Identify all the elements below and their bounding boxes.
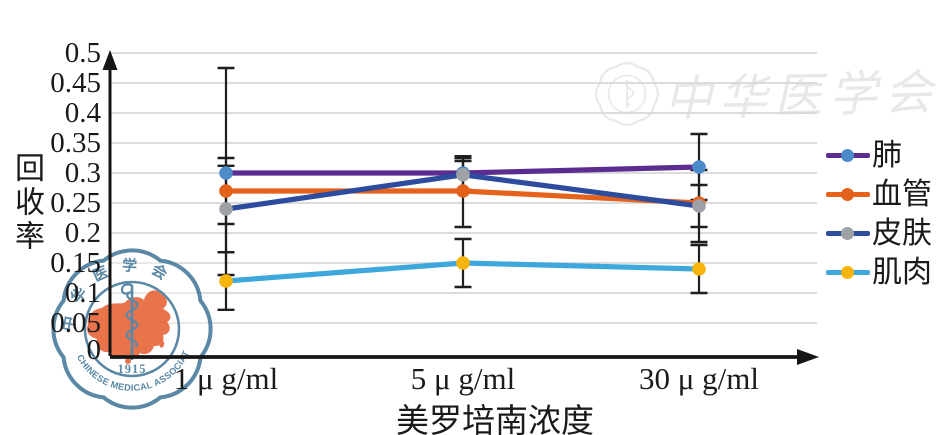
data-point-marker xyxy=(456,168,470,182)
x-tick-label: 5 μ g/ml xyxy=(410,361,516,396)
legend-item: 肌肉 xyxy=(826,253,932,292)
data-point-marker xyxy=(692,160,706,174)
legend-swatch xyxy=(826,227,870,240)
taiwan-island xyxy=(159,340,165,348)
faint-seal-watermark xyxy=(595,62,659,126)
y-tick-label: 0.05 xyxy=(50,307,101,339)
y-tick-label: 0.15 xyxy=(50,247,101,279)
legend-marker-dot xyxy=(841,149,854,162)
legend-label: 皮肤 xyxy=(872,216,932,250)
legend-marker-dot xyxy=(841,266,854,279)
y-axis-arrowhead xyxy=(102,50,118,70)
china-map xyxy=(87,290,171,359)
y-tick-label: 0.3 xyxy=(64,157,101,189)
legend: 肺 血管 皮肤 肌肉 xyxy=(826,136,932,292)
data-point-marker xyxy=(692,262,706,276)
y-axis-title: 回收率 xyxy=(10,152,43,254)
legend-item: 肺 xyxy=(826,136,932,175)
data-point-marker xyxy=(456,256,470,270)
legend-item: 血管 xyxy=(826,175,932,214)
y-tick-label: 0.1 xyxy=(64,277,101,309)
legend-swatch xyxy=(826,149,870,162)
series-markers xyxy=(219,160,706,288)
legend-item: 皮肤 xyxy=(826,214,932,253)
legend-label: 血管 xyxy=(872,177,932,211)
y-tick-label: 0.4 xyxy=(64,97,101,129)
legend-swatch xyxy=(826,266,870,279)
data-point-marker xyxy=(219,274,233,288)
legend-swatch xyxy=(826,188,870,201)
legend-marker-dot xyxy=(841,188,854,201)
data-point-marker xyxy=(456,184,470,198)
legend-label: 肌肉 xyxy=(872,255,932,289)
faint-snake-staff-icon xyxy=(625,80,635,108)
data-point-marker xyxy=(692,199,706,213)
seal-inner-circle xyxy=(83,280,181,378)
data-point-marker xyxy=(219,166,233,180)
x-tick-label: 1 μ g/ml xyxy=(173,361,279,396)
x-axis-arrowhead xyxy=(797,349,819,365)
y-tick-label: 0.2 xyxy=(64,217,101,249)
snake-icon xyxy=(120,283,139,348)
faint-seal-border xyxy=(595,62,659,126)
data-point-marker xyxy=(219,184,233,198)
y-tick-label: 0.25 xyxy=(50,187,101,219)
y-tick-label: 0.35 xyxy=(50,127,101,159)
legend-label: 肺 xyxy=(872,138,902,172)
legend-marker-dot xyxy=(841,227,854,240)
x-axis-title: 美罗培南浓度 xyxy=(396,404,594,435)
y-tick-label: 0 xyxy=(86,334,102,366)
seal-center-art xyxy=(87,283,171,364)
hainan-island xyxy=(125,358,131,364)
seal-year: 1915 xyxy=(118,362,147,376)
data-point-marker xyxy=(219,202,233,216)
y-tick-label: 0.5 xyxy=(64,37,101,69)
x-tick-label: 30 μ g/ml xyxy=(639,361,759,396)
axes xyxy=(102,50,819,365)
y-tick-label: 0.45 xyxy=(50,67,101,99)
